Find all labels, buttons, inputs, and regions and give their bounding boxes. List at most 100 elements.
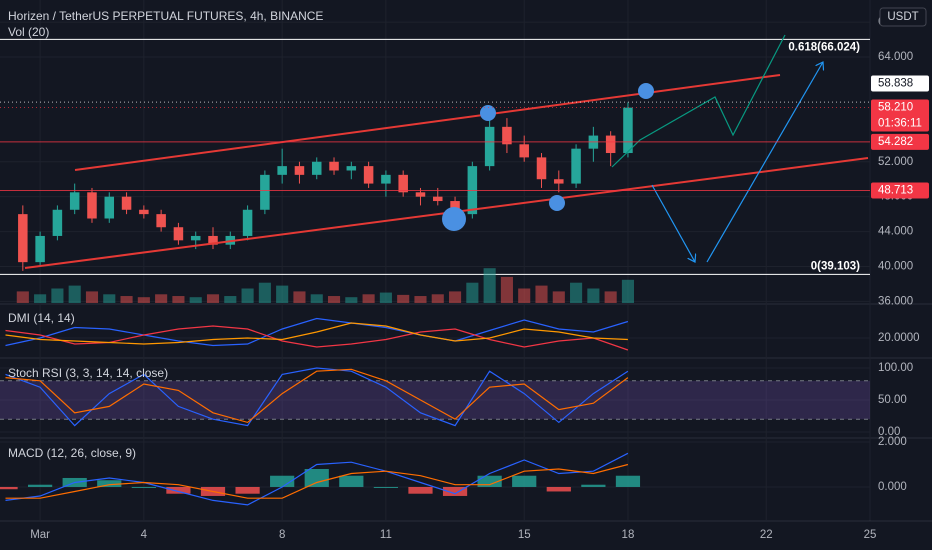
drawings [24, 34, 869, 269]
candle-body [484, 126, 495, 167]
histogram-bar [581, 484, 606, 487]
volume-bar [68, 285, 81, 303]
x-tick-label: 25 [864, 529, 877, 541]
price-tag [871, 182, 929, 199]
volume-bar [51, 288, 64, 303]
volume-bar [362, 294, 375, 303]
pane-title: Stoch RSI (3, 3, 14, 14, close) [8, 366, 168, 380]
x-tick-label: Mar [30, 529, 50, 541]
candle-body [605, 135, 616, 154]
volume-bar [206, 294, 220, 303]
volume-bar [552, 291, 565, 303]
candle-body [536, 157, 547, 180]
volume-bar [518, 288, 531, 303]
candle-body [277, 166, 287, 175]
overbought-band [0, 380, 870, 420]
candle-body [208, 235, 218, 245]
pivot-marker [638, 83, 654, 99]
candle-body [121, 196, 132, 210]
x-tick-label: 22 [760, 529, 773, 541]
candle-body [433, 196, 443, 202]
candle-body [173, 227, 184, 241]
candle-body [311, 161, 322, 175]
y-tick-label: 44.000 [878, 226, 913, 238]
histogram-bar [442, 486, 468, 496]
price-tag [871, 75, 929, 92]
volume-bar [120, 296, 133, 303]
volume-bar [155, 294, 168, 303]
candle-body [139, 209, 149, 215]
histogram-bar [477, 475, 502, 487]
price-tag-timer: 01:36:11 [878, 118, 922, 130]
candle-body [571, 148, 581, 184]
volume-bar [397, 294, 410, 303]
candle-body [156, 214, 166, 228]
histogram-bar [408, 486, 433, 494]
price-tag-label: 58.838 [878, 78, 913, 90]
price-tag [871, 133, 929, 150]
volume-bar [258, 282, 271, 303]
y-tick-label: 20.0000 [878, 332, 920, 344]
volume-bar [16, 291, 29, 303]
volume-bar [449, 291, 462, 303]
indicator-line [5, 322, 628, 345]
volume-bar [34, 294, 47, 303]
volume-bar [535, 285, 548, 303]
y-tick-label: 64.000 [878, 51, 913, 63]
histogram-bar [0, 486, 18, 490]
candle-body [294, 166, 305, 175]
histogram-bar [373, 486, 399, 488]
candle-body [329, 161, 339, 171]
y-tick-label: 0.000 [878, 481, 907, 493]
volume-bar [189, 297, 202, 303]
volume-bar [414, 296, 427, 303]
volume-bar [466, 282, 479, 303]
volume-bar [327, 296, 341, 303]
fib-level-label: 0.618(66.024) [788, 41, 860, 53]
unit-badge [879, 7, 927, 27]
candle-body [381, 174, 391, 184]
projection-green [611, 34, 786, 168]
y-tick-label: 36.000 [878, 295, 913, 307]
volume-bar [293, 291, 306, 303]
pane-title: MACD (12, 26, close, 9) [8, 446, 136, 460]
candle-body [87, 192, 97, 219]
y-tick-label: 100.00 [878, 362, 913, 374]
price-tag-label: 58.210 [878, 102, 913, 114]
candle-body [398, 174, 408, 193]
candle-body [104, 196, 115, 219]
volume-bar [137, 297, 150, 303]
pivot-marker [442, 207, 466, 231]
fib-level-label: 0(39.103) [811, 260, 860, 272]
x-tick-label: 18 [622, 529, 635, 541]
x-tick-label: 4 [141, 529, 148, 541]
unit-label: USDT [887, 11, 918, 23]
indicator-line [5, 367, 629, 427]
histogram-bar [339, 475, 364, 487]
candle-body [346, 166, 357, 171]
pane-title: Horizen / TetherUS PERPETUAL FUTURES, 4h… [8, 9, 323, 23]
pane-title: DMI (14, 14) [8, 311, 75, 325]
volume-bar [587, 288, 600, 303]
candle-body [35, 235, 45, 263]
histogram-bar [131, 486, 156, 488]
histogram-bar [235, 486, 260, 494]
y-tick-label: 40.000 [878, 261, 913, 273]
price-tag [871, 99, 929, 132]
x-tick-label: 15 [518, 529, 531, 541]
volume-bar [500, 276, 513, 303]
volume-bar [604, 291, 617, 303]
candle-body [52, 209, 63, 236]
indicator-line [5, 463, 629, 499]
volume-bar [310, 294, 323, 303]
y-tick-label: 50.00 [878, 394, 907, 406]
volume-bar [345, 297, 358, 303]
candle-body [242, 209, 253, 236]
histogram-bar [270, 475, 295, 487]
volume-bar [431, 294, 444, 303]
price-tag-label: 54.282 [878, 136, 913, 148]
x-tick-label: 8 [279, 529, 285, 541]
volume-bar [483, 268, 496, 303]
